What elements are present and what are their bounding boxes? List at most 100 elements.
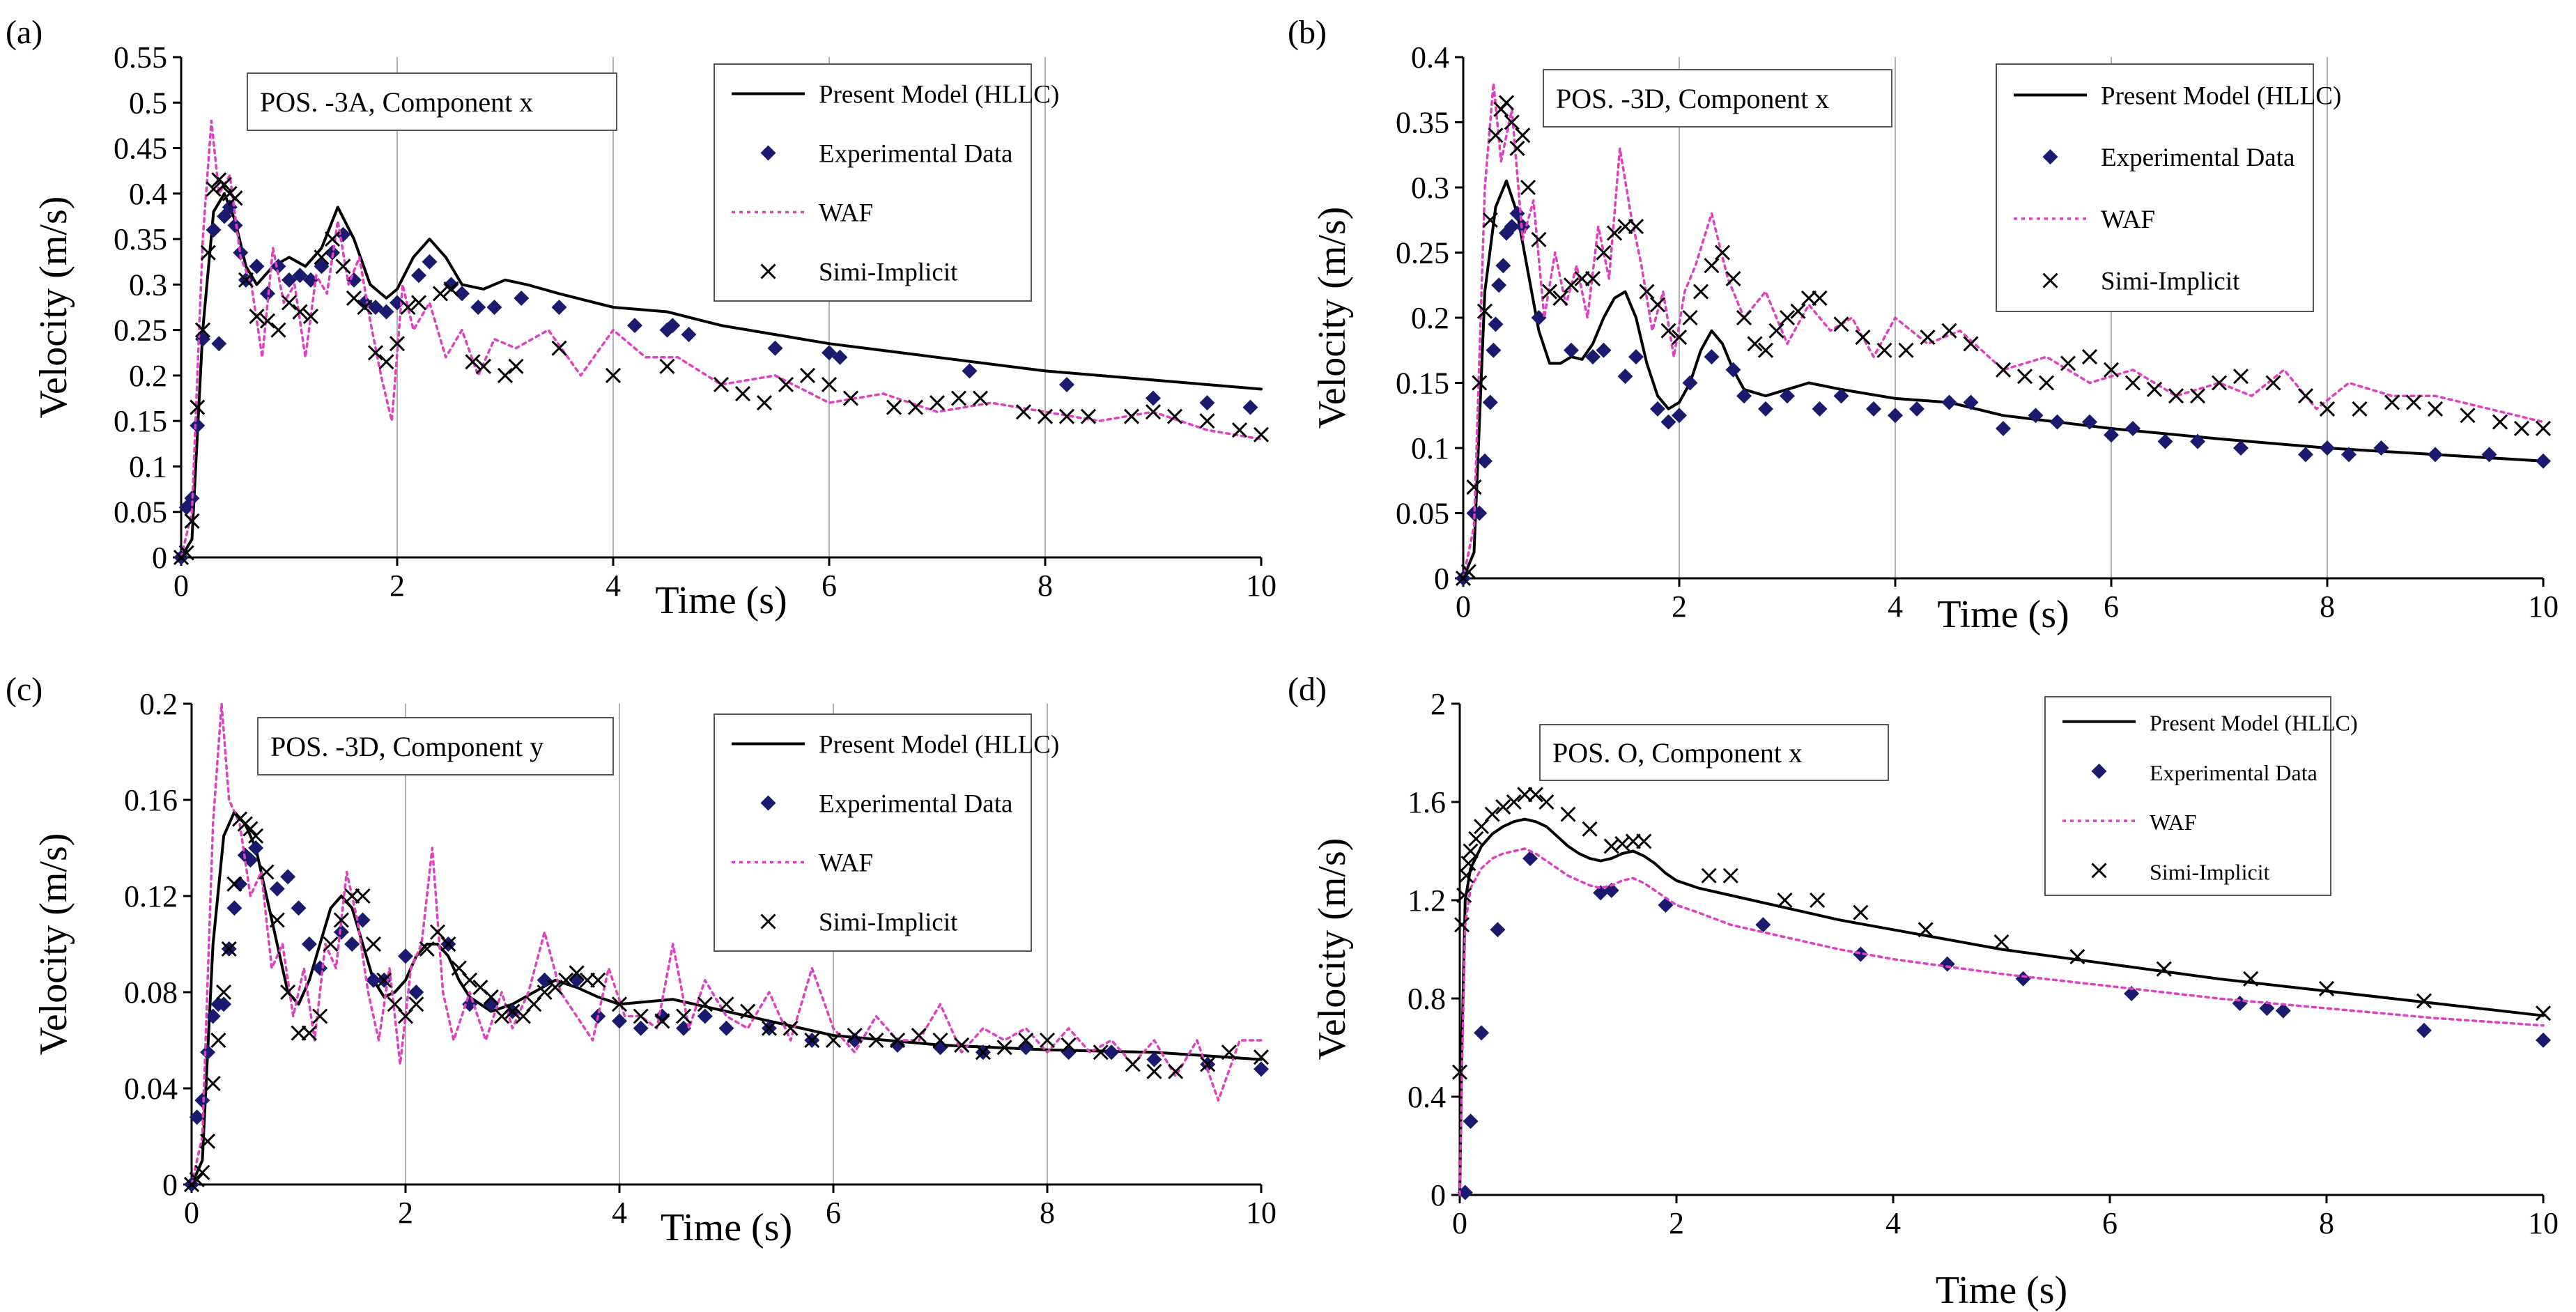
experimental-data-point [2373, 440, 2389, 456]
experimental-data-point [2341, 447, 2357, 463]
simi-implicit-point [205, 1076, 221, 1092]
simi-implicit-point [537, 984, 553, 1001]
simi-implicit-point [323, 936, 339, 952]
simi-implicit-point [1541, 284, 1558, 300]
simi-implicit-point [1531, 231, 1547, 247]
experimental-data-point [633, 1020, 649, 1036]
y-tick-label: 0 [1434, 562, 1449, 596]
experimental-data-point [2125, 420, 2141, 436]
experimental-data-point [422, 254, 438, 270]
simi-implicit-point [821, 376, 838, 393]
simi-implicit-point [2384, 394, 2400, 410]
experimental-data-point [1104, 1044, 1120, 1060]
x-tick-label: 0 [173, 569, 189, 603]
legend-label: Present Model (HLLC) [2150, 711, 2358, 736]
experimental-data-point [1059, 376, 1074, 392]
series-line-waf [180, 119, 1263, 559]
experimental-data-point [301, 936, 317, 952]
simi-implicit-point [2232, 369, 2249, 385]
experimental-data-point [1522, 851, 1538, 867]
legend-swatch-cross [2091, 863, 2107, 879]
experimental-data-point [1812, 401, 1828, 417]
experimental-data-point [1650, 401, 1665, 417]
simi-implicit-point [950, 390, 967, 406]
experimental-data-point [890, 1037, 906, 1053]
simi-implicit-point [756, 395, 773, 411]
experimental-data-point [612, 1013, 627, 1029]
simi-implicit-point [1993, 934, 2010, 950]
experimental-data-point [1628, 349, 1644, 365]
simi-implicit-point [1221, 1044, 1237, 1060]
experimental-data-point [2015, 971, 2031, 987]
simi-implicit-point [1747, 336, 1763, 352]
experimental-data-point [443, 277, 459, 293]
y-tick-label: 0.2 [1411, 301, 1449, 335]
simi-implicit-point [440, 936, 456, 952]
simi-implicit-point [2124, 375, 2141, 391]
x-tick-label: 4 [612, 1196, 627, 1230]
simi-implicit-point [1509, 140, 1525, 156]
simi-implicit-point [569, 965, 585, 981]
y-axis-label: Velocity (m/s) [1311, 838, 1354, 1060]
x-tick-label: 0 [184, 1196, 199, 1230]
experimental-data-point [1482, 394, 1498, 410]
simi-implicit-point [907, 399, 924, 415]
simi-implicit-point [378, 354, 394, 370]
experimental-data-point [537, 972, 553, 988]
experimental-data-point [368, 300, 383, 315]
experimental-data-point [1477, 453, 1493, 469]
experimental-data-point [1146, 390, 1161, 406]
simi-implicit-point [2535, 1005, 2552, 1021]
simi-implicit-point [740, 1003, 756, 1019]
y-tick-label: 0.35 [114, 222, 167, 256]
simi-implicit-point [2060, 355, 2076, 371]
y-tick-label: 1.2 [1407, 883, 1446, 918]
annotation-text: POS. O, Component x [1552, 737, 1803, 769]
experimental-data-point [454, 286, 470, 302]
simi-implicit-point [190, 399, 206, 415]
simi-implicit-point [1166, 408, 1183, 424]
experimental-data-point [1909, 401, 1925, 417]
y-tick-label: 0.35 [1396, 106, 1449, 140]
simi-implicit-point [312, 1008, 328, 1024]
simi-implicit-point [1484, 806, 1500, 822]
simi-implicit-point [782, 1020, 799, 1036]
legend-label: Experimental Data [819, 140, 1012, 169]
experimental-data-point [2536, 453, 2551, 469]
simi-implicit-point [1660, 323, 1676, 339]
simi-implicit-point [2069, 949, 2085, 965]
simi-implicit-point [2427, 401, 2444, 417]
simi-implicit-point [2081, 349, 2098, 365]
experimental-data-point [211, 336, 227, 352]
simi-implicit-point [333, 912, 349, 928]
legend-box [714, 713, 1032, 952]
simi-implicit-point [890, 1032, 906, 1049]
simi-implicit-point [1080, 408, 1097, 424]
simi-implicit-point [1538, 794, 1555, 810]
panel-label: (d) [1288, 671, 1327, 708]
experimental-data-point [190, 417, 206, 433]
simi-implicit-point [2146, 381, 2163, 397]
simi-implicit-point [2416, 993, 2432, 1009]
experimental-data-point [1486, 342, 1502, 358]
experimental-data-point [486, 300, 502, 315]
experimental-data-point [2157, 433, 2173, 449]
simi-implicit-point [713, 376, 730, 393]
simi-implicit-point [443, 281, 459, 297]
simi-implicit-point [1725, 270, 1741, 286]
simi-implicit-point [194, 1164, 210, 1180]
simi-implicit-point [269, 912, 285, 928]
simi-implicit-point [1920, 329, 1936, 346]
simi-implicit-point [1498, 95, 1515, 111]
experimental-data-point [551, 300, 567, 315]
legend-swatch-cross [760, 913, 776, 929]
experimental-data-point [2536, 1032, 2551, 1048]
legend-swatch-diamond [760, 795, 776, 811]
simi-implicit-point [778, 376, 794, 393]
experimental-data-point [1457, 1184, 1473, 1201]
simi-implicit-point [494, 1008, 510, 1024]
simi-implicit-point [184, 513, 200, 529]
simi-implicit-point [972, 390, 989, 406]
simi-implicit-point [2460, 408, 2476, 424]
experimental-data-point [1242, 399, 1258, 415]
